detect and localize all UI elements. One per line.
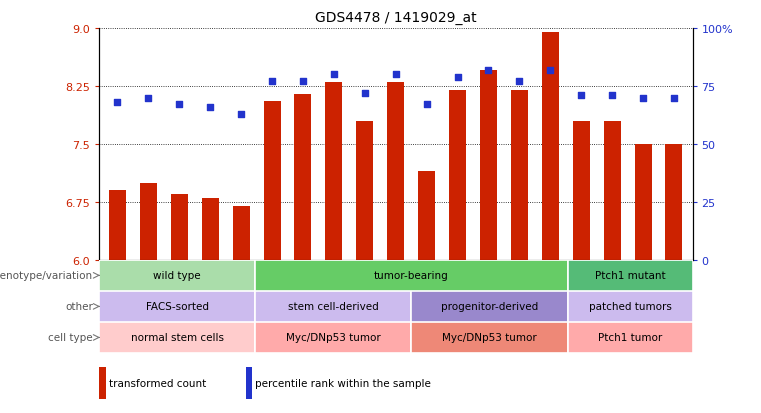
Text: stem cell-derived: stem cell-derived <box>288 301 379 312</box>
Title: GDS4478 / 1419029_at: GDS4478 / 1419029_at <box>315 11 476 25</box>
Text: FACS-sorted: FACS-sorted <box>145 301 209 312</box>
Point <box>297 79 309 85</box>
Bar <box>99 260 255 291</box>
Bar <box>99 322 255 353</box>
Point <box>174 102 186 109</box>
Bar <box>412 322 568 353</box>
Bar <box>568 260 693 291</box>
Point <box>358 90 371 97</box>
Bar <box>480 71 497 260</box>
Bar <box>356 121 374 260</box>
Point <box>204 104 216 111</box>
Bar <box>263 102 281 260</box>
Bar <box>295 95 311 260</box>
Bar <box>568 322 693 353</box>
Text: patched tumors: patched tumors <box>588 301 671 312</box>
Text: Myc/DNp53 tumor: Myc/DNp53 tumor <box>286 332 380 343</box>
Point <box>111 100 123 106</box>
Point <box>482 67 495 74</box>
Text: transformed count: transformed count <box>109 378 205 388</box>
Point <box>142 95 154 102</box>
Point <box>328 72 340 78</box>
Bar <box>418 171 435 260</box>
Text: genotype/variation: genotype/variation <box>0 271 93 281</box>
Bar <box>99 368 106 399</box>
Point <box>421 102 433 109</box>
Text: Ptch1 tumor: Ptch1 tumor <box>598 332 662 343</box>
Text: cell type: cell type <box>49 332 93 343</box>
Point <box>637 95 649 102</box>
Bar <box>449 90 466 260</box>
Point <box>513 79 525 85</box>
Point <box>606 93 618 99</box>
Text: wild type: wild type <box>153 271 201 281</box>
Bar <box>511 90 528 260</box>
Point <box>266 79 279 85</box>
Point <box>451 74 463 81</box>
Bar <box>99 291 255 322</box>
Text: tumor-bearing: tumor-bearing <box>374 271 449 281</box>
Bar <box>635 145 651 260</box>
Bar <box>246 368 253 399</box>
Bar <box>387 83 404 260</box>
Text: Ptch1 mutant: Ptch1 mutant <box>594 271 665 281</box>
Bar <box>233 206 250 260</box>
Bar <box>255 260 568 291</box>
Bar <box>255 322 412 353</box>
Point <box>544 67 556 74</box>
Bar <box>326 83 342 260</box>
Bar <box>603 121 621 260</box>
Point <box>575 93 587 99</box>
Point <box>668 95 680 102</box>
Text: Myc/DNp53 tumor: Myc/DNp53 tumor <box>442 332 537 343</box>
Bar <box>568 291 693 322</box>
Bar <box>109 191 126 260</box>
Bar <box>170 195 188 260</box>
Text: other: other <box>65 301 93 312</box>
Point <box>235 111 247 118</box>
Bar <box>255 291 412 322</box>
Bar <box>140 183 157 260</box>
Bar <box>412 291 568 322</box>
Bar <box>573 121 590 260</box>
Text: progenitor-derived: progenitor-derived <box>441 301 538 312</box>
Bar <box>542 33 559 260</box>
Bar <box>202 199 218 260</box>
Text: normal stem cells: normal stem cells <box>131 332 224 343</box>
Text: percentile rank within the sample: percentile rank within the sample <box>255 378 431 388</box>
Point <box>390 72 402 78</box>
Bar <box>665 145 683 260</box>
